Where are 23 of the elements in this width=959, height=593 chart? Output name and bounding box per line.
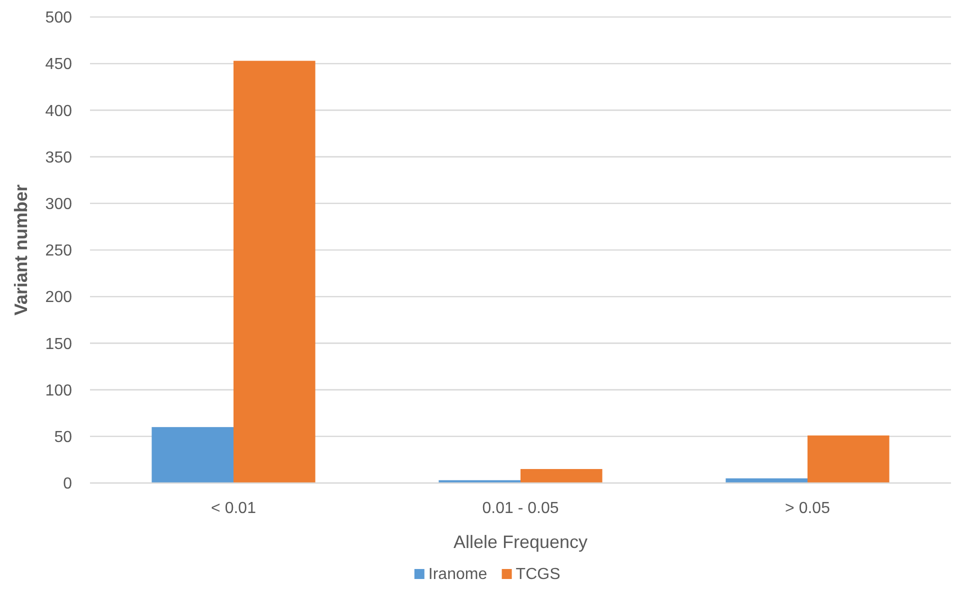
- y-tick-label: 200: [45, 289, 72, 306]
- y-tick-label: 500: [45, 10, 72, 27]
- y-tick-label: 100: [45, 382, 72, 400]
- y-tick-label: 0: [63, 476, 72, 493]
- y-tick-label: 50: [54, 429, 72, 446]
- x-tick-label: 0.01 - 0.05: [482, 500, 559, 517]
- bar: [438, 480, 520, 483]
- x-tick-label: > 0.05: [785, 500, 830, 517]
- bar: [234, 60, 316, 483]
- bar: [808, 435, 890, 483]
- x-axis-title: Allele Frequency: [453, 532, 588, 552]
- y-tick-label: 450: [45, 56, 72, 74]
- legend-label: Iranome: [428, 566, 488, 583]
- x-tick-label: < 0.01: [211, 500, 256, 517]
- y-tick-label: 350: [45, 149, 72, 166]
- bar: [152, 427, 234, 483]
- y-tick-label: 400: [45, 102, 72, 120]
- bar: [520, 469, 602, 483]
- y-tick-label: 250: [45, 242, 72, 260]
- y-tick-label: 150: [45, 336, 72, 353]
- y-axis-title: Variant number: [11, 184, 31, 316]
- y-tick-label: 300: [45, 196, 72, 213]
- legend-label: TCGS: [516, 566, 560, 583]
